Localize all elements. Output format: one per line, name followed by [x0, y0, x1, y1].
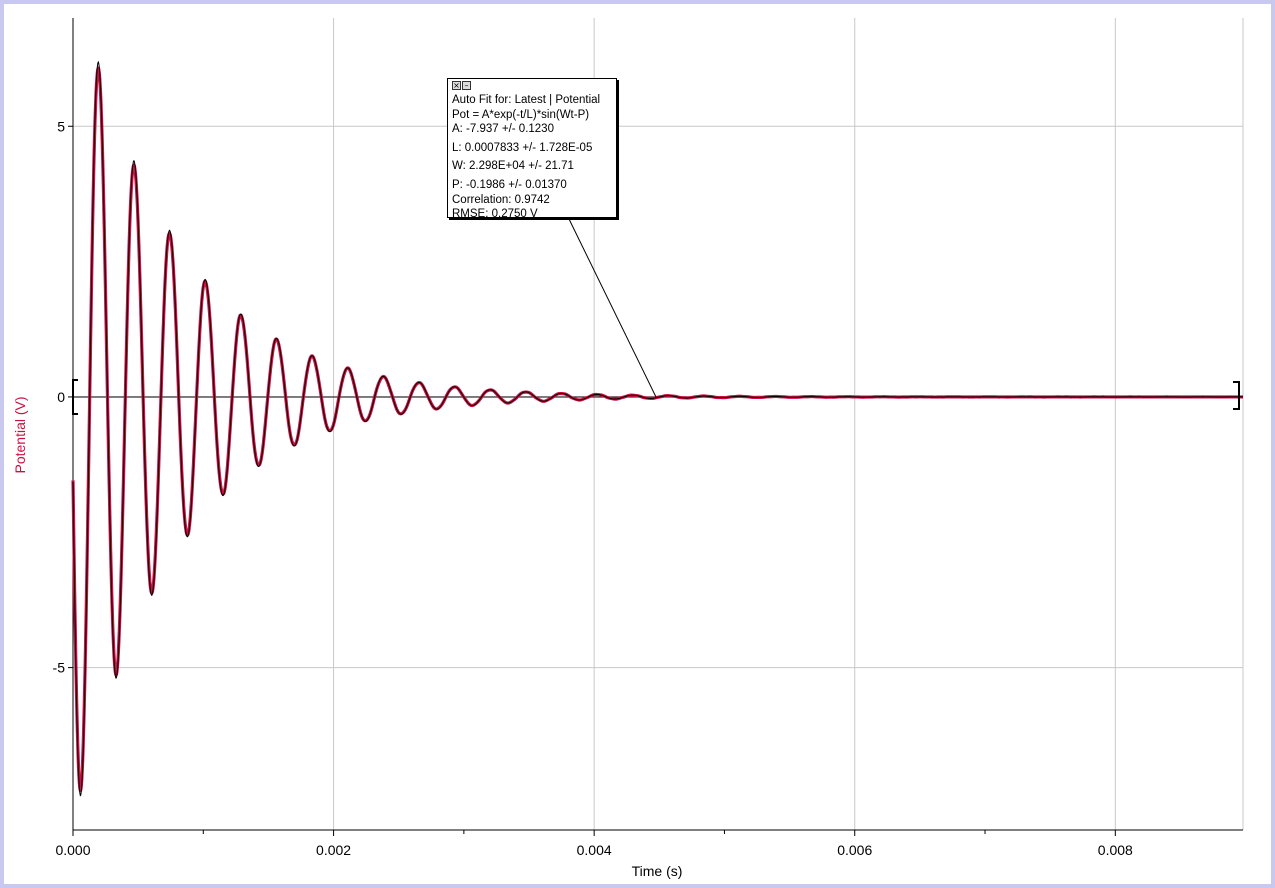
- x-tick-label: 0.004: [577, 842, 612, 858]
- chart[interactable]: 0.000 0.002 0.004 0.006 0.008 5 0 -5 Time (s) P…: [4, 4, 1271, 884]
- x-tick-label: 0.008: [1098, 842, 1133, 858]
- y-axis-label: Potential (V): [12, 396, 28, 473]
- fit-param-p: P: -0.1986 +/- 0.01370: [452, 178, 567, 191]
- fit-param-l: L: 0.0007833 +/- 1.728E-05: [452, 141, 593, 154]
- fit-rmse: RMSE: 0.2750 V: [452, 208, 538, 221]
- data-series-line: [71, 66, 1245, 793]
- tick-labels: 0.000 0.002 0.004 0.006 0.008 5 0 -5: [53, 118, 1133, 858]
- fit-series-line: [72, 60, 1243, 797]
- y-tick-label: 5: [57, 118, 65, 134]
- fit-param-w: W: 2.298E+04 +/- 21.71: [452, 160, 574, 173]
- right-bracket-marker: [1233, 381, 1240, 410]
- auto-fit-box[interactable]: × – Auto Fit for: Latest | Potential Pot…: [447, 78, 617, 220]
- fit-correlation: Correlation: 0.9742: [452, 193, 550, 206]
- x-axis-label: Time (s): [632, 863, 683, 879]
- grid: [73, 18, 1244, 830]
- fit-title: Auto Fit for: Latest | Potential: [452, 94, 601, 106]
- fit-callout-line: [568, 218, 657, 398]
- y-tick-label: 0: [57, 389, 65, 405]
- x-tick-label: 0.002: [316, 842, 351, 858]
- graph-window: 0.000 0.002 0.004 0.006 0.008 5 0 -5 Time (s) P…: [4, 4, 1271, 884]
- fit-param-a: A: -7.937 +/- 0.1230: [452, 123, 554, 136]
- axis-ticks: [68, 125, 1116, 836]
- x-tick-label: 0.006: [837, 842, 872, 858]
- close-icon[interactable]: ×: [452, 81, 461, 90]
- left-bracket-marker: [72, 379, 78, 415]
- y-tick-label: -5: [53, 660, 66, 676]
- fit-equation: Pot = A*exp(-t/L)*sin(Wt-P): [452, 108, 590, 121]
- x-tick-label: 0.000: [55, 842, 90, 858]
- minimize-icon[interactable]: –: [462, 81, 471, 90]
